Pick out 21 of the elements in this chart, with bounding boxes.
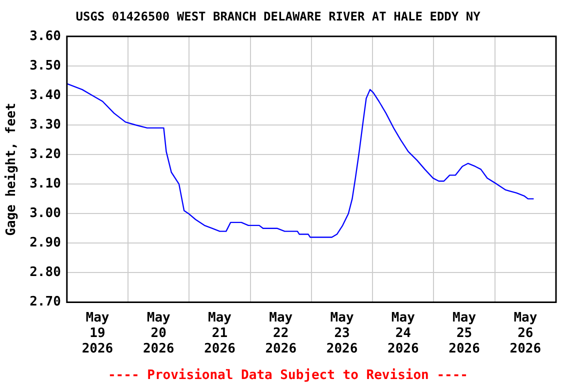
x-tick-label: May 20 2026	[142, 310, 174, 357]
x-tick-label: May 23 2026	[326, 310, 358, 357]
y-tick-label: 2.90	[30, 236, 62, 251]
y-tick-label: 3.40	[30, 88, 62, 103]
text: ---- Provisional Data Subject to Revision ----	[108, 368, 468, 383]
y-tick-label: 2.80	[30, 265, 62, 280]
x-tick-label: May 24 2026	[388, 310, 419, 357]
y-axis-title: Gage height, feet	[4, 102, 20, 236]
x-tick-label: May 21 2026	[204, 310, 236, 357]
x-tick-label: May 25 2026	[448, 310, 480, 357]
y-tick-label: 2.70	[30, 294, 62, 310]
y-tick-label: 3.00	[30, 206, 62, 221]
y-tick-label: 3.50	[30, 58, 62, 74]
y-tick-label: 3.10	[30, 176, 62, 192]
y-tick-label: 3.20	[30, 146, 62, 162]
y-tick-label: 3.60	[30, 28, 62, 44]
x-tick-label: May 22 2026	[265, 310, 297, 357]
x-tick-label: May 26 2026	[510, 310, 542, 357]
y-tick-label: 3.30	[30, 117, 62, 132]
x-tick-label: May 19 2026	[82, 310, 114, 357]
chart-title: USGS 01426500 WEST BRANCH DELAWARE RIVER AT HALE EDDY NY	[76, 9, 482, 24]
